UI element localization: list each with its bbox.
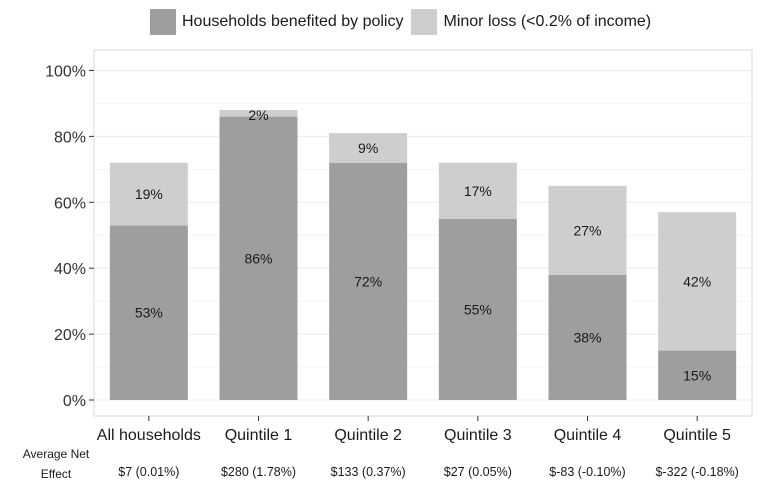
bar-data-label: 53% <box>135 305 163 321</box>
net-effect-value: $280 (1.78%) <box>221 465 296 479</box>
bar-data-label: 86% <box>244 250 272 266</box>
y-tick-label: 20% <box>54 327 86 344</box>
net-effect-value: $133 (0.37%) <box>331 465 406 479</box>
bar-data-label: 17% <box>464 183 492 199</box>
bar-data-label: 55% <box>464 301 492 317</box>
bar-data-label: 27% <box>573 222 601 238</box>
y-tick-label: 80% <box>54 129 86 146</box>
x-tick-label: Quintile 4 <box>554 427 622 444</box>
net-effect-title-line-2: Effect <box>40 467 72 481</box>
bar-minor-loss <box>658 212 737 351</box>
bar-data-label: 2% <box>248 107 268 123</box>
bar-minor-loss <box>438 162 517 219</box>
x-tick-label: Quintile 2 <box>334 427 402 444</box>
bar-benefited <box>329 162 408 400</box>
plot-panel <box>93 49 753 417</box>
bar-minor-loss <box>109 162 188 226</box>
y-tick-label: 60% <box>54 195 86 212</box>
bar-minor-loss <box>329 133 408 163</box>
bar-benefited <box>219 116 298 400</box>
bar-data-label: 15% <box>683 367 711 383</box>
bar-benefited <box>658 350 737 400</box>
net-effect-value: $7 (0.01%) <box>118 465 179 479</box>
legend-item-benefited: Households benefited by policy <box>150 9 403 35</box>
legend-label-benefited: Households benefited by policy <box>182 13 404 30</box>
x-tick-label: Quintile 5 <box>663 427 731 444</box>
y-tick-label: 40% <box>54 261 86 278</box>
bar-data-label: 19% <box>135 186 163 202</box>
legend-swatch-benefited <box>150 9 176 35</box>
x-tick-label: Quintile 3 <box>444 427 512 444</box>
x-tick-label: Quintile 1 <box>225 427 293 444</box>
net-effect-value: $27 (0.05%) <box>444 465 512 479</box>
y-tick-label: 100% <box>45 63 86 80</box>
net-effect-title: Average Net Effect <box>2 444 110 484</box>
y-tick-label: 0% <box>63 393 86 410</box>
bar-minor-loss <box>548 185 627 275</box>
legend-label-minor-loss: Minor loss (<0.2% of income) <box>443 13 652 30</box>
bar-benefited <box>109 225 188 400</box>
bar-data-label: 42% <box>683 273 711 289</box>
legend-item-minor-loss: Minor loss (<0.2% of income) <box>411 9 651 35</box>
bar-minor-loss <box>219 110 298 117</box>
bar-data-label: 9% <box>358 140 378 156</box>
x-tick-label: All households <box>97 427 201 444</box>
bar-benefited <box>548 274 627 400</box>
bar-benefited <box>438 218 517 400</box>
bar-data-label: 72% <box>354 273 382 289</box>
net-effect-value: $-322 (-0.18%) <box>655 465 738 479</box>
legend-swatch-minor-loss <box>411 9 438 35</box>
bar-data-label: 38% <box>573 329 601 345</box>
net-effect-value: $-83 (-0.10%) <box>549 465 625 479</box>
net-effect-title-line-1: Average Net <box>22 447 90 461</box>
legend: Households benefited by policy Minor los… <box>150 8 659 36</box>
